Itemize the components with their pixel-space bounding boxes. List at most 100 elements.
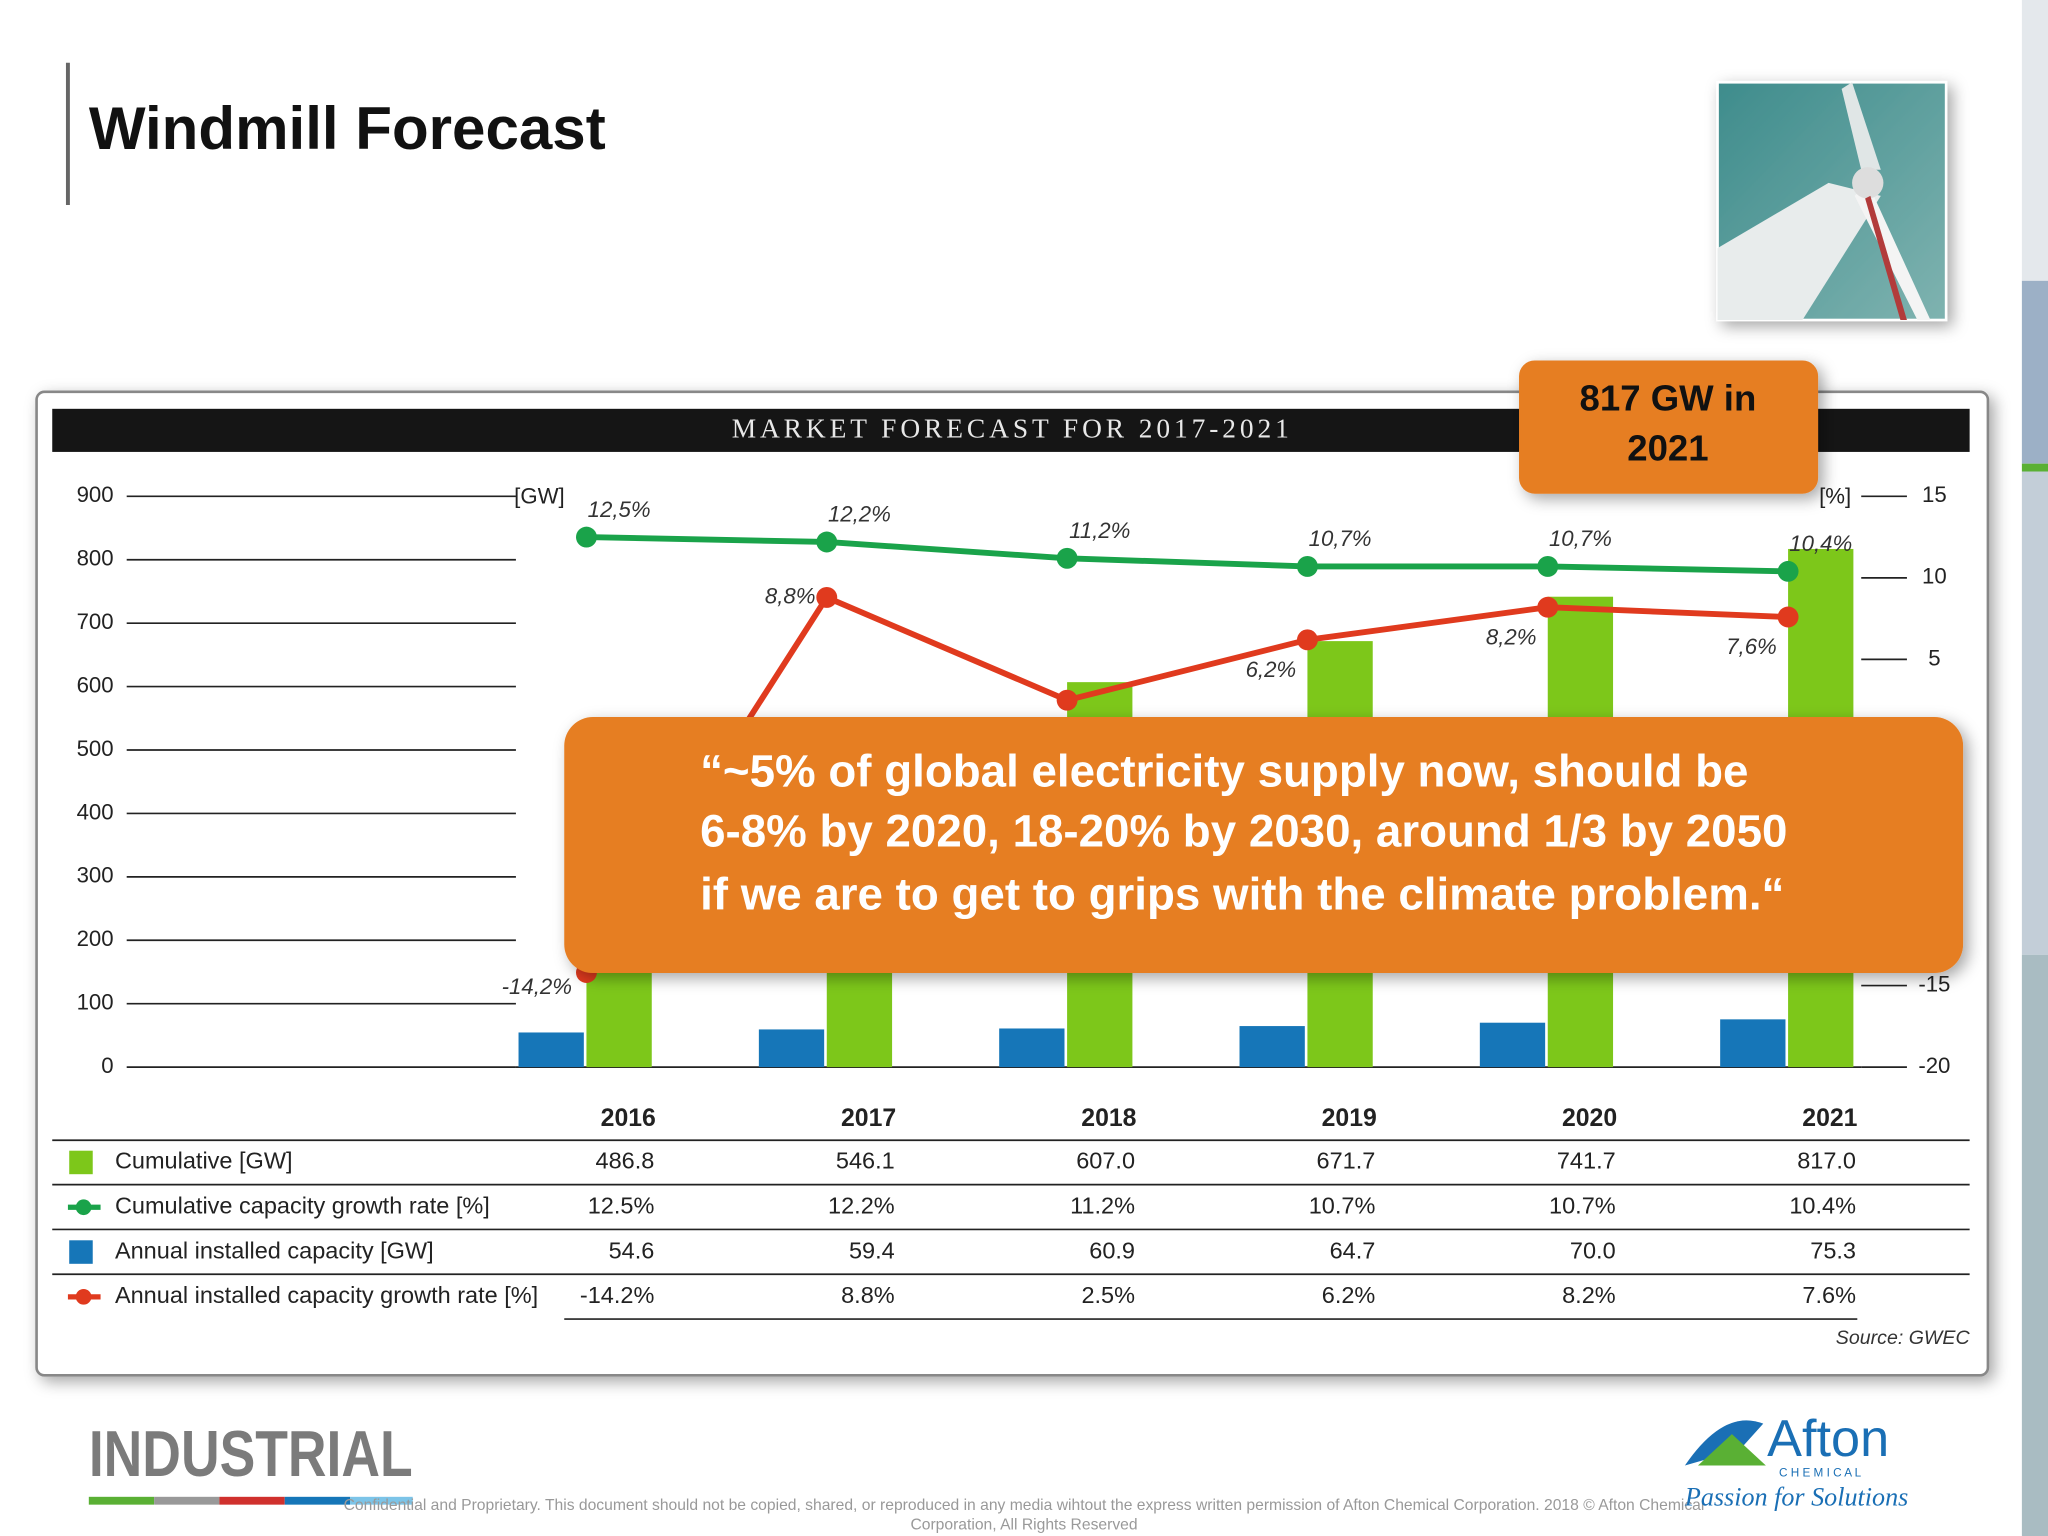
logo-name: Afton xyxy=(1767,1410,1889,1468)
data-label: 7,6% xyxy=(1726,634,1777,659)
slide-title: Windmill Forecast xyxy=(89,95,606,162)
legend-label: Cumulative capacity growth rate [%] xyxy=(115,1192,490,1218)
table-cell: 486.8 xyxy=(596,1148,655,1174)
bar xyxy=(999,1028,1065,1068)
bar xyxy=(1479,1022,1546,1068)
edge-stripe xyxy=(2021,471,2048,955)
bar xyxy=(1239,1026,1305,1068)
quote-line: if we are to get to grips with the clima… xyxy=(700,868,1784,919)
point xyxy=(1296,629,1318,651)
point xyxy=(1537,556,1559,577)
table-cell: 12.2% xyxy=(828,1192,895,1218)
data-label: 10,4% xyxy=(1789,531,1852,556)
logo: Afton C H E M I C A L Passion for Soluti… xyxy=(1684,1410,1908,1512)
table-cell: 60.9 xyxy=(1089,1237,1135,1263)
table-cell: 75.3 xyxy=(1810,1237,1856,1263)
table-cell: 11.2% xyxy=(1070,1192,1135,1218)
y-tick-label: 900 xyxy=(77,482,114,507)
point xyxy=(1537,596,1559,618)
x-tick-label: 2020 xyxy=(1562,1105,1617,1132)
data-label: 8,2% xyxy=(1486,624,1537,649)
y-tick-label: 800 xyxy=(77,546,114,571)
line xyxy=(583,593,1789,975)
photo xyxy=(1716,80,1948,322)
y-tick-label: 200 xyxy=(77,926,114,951)
y2-tick-label: 5 xyxy=(1928,645,1940,670)
y-tick-label: 300 xyxy=(77,863,114,888)
legend-label: Cumulative [GW] xyxy=(115,1148,293,1174)
point xyxy=(816,586,838,608)
table-cell: -14.2% xyxy=(580,1282,655,1308)
y-tick-label: 500 xyxy=(77,736,114,761)
x-tick-label: 2018 xyxy=(1081,1105,1136,1132)
table-cell: 546.1 xyxy=(836,1148,895,1174)
table-cell: 817.0 xyxy=(1797,1148,1856,1174)
point xyxy=(1056,547,1078,569)
x-tick-label: 2021 xyxy=(1802,1105,1857,1132)
logo-tagline: Passion for Solutions xyxy=(1684,1482,1908,1511)
table-cell: 8.2% xyxy=(1562,1282,1616,1308)
point xyxy=(576,526,597,548)
table-cell: 741.7 xyxy=(1557,1148,1616,1174)
table-cell: 607.0 xyxy=(1076,1148,1135,1174)
table-cell: 10.4% xyxy=(1789,1192,1856,1218)
data-label: -14,2% xyxy=(502,974,572,999)
line xyxy=(586,534,1789,575)
callout-text: 817 GW in xyxy=(1580,378,1757,419)
y2-tick-label: 10 xyxy=(1922,564,1947,589)
callout-box xyxy=(1519,360,1819,494)
table-cell: 64.7 xyxy=(1330,1237,1376,1263)
legend-label: Annual installed capacity [GW] xyxy=(115,1237,434,1263)
table-cell: 10.7% xyxy=(1549,1192,1616,1218)
plot: 0100200300400500600700800900-20-15-10-50… xyxy=(52,482,1970,1320)
table-cell: 10.7% xyxy=(1309,1192,1376,1218)
y-unit: [GW] xyxy=(514,483,565,508)
y2-unit: [%] xyxy=(1819,483,1851,508)
edge-stripe xyxy=(2021,954,2048,1536)
data-label: 6,2% xyxy=(1246,657,1297,682)
legend-label: Annual installed capacity growth rate [%… xyxy=(115,1282,538,1308)
y2-tick-label: -15 xyxy=(1918,971,1950,996)
table-cell: 671.7 xyxy=(1317,1148,1376,1174)
quote-box xyxy=(564,717,1964,974)
logo-sub: C H E M I C A L xyxy=(1779,1466,1862,1479)
brand-bar xyxy=(88,1496,413,1505)
chart-title: MARKET FORECAST FOR 2017-2021 xyxy=(732,413,1293,443)
overlays: 817 GW in 2021 “~5% of global electricit… xyxy=(564,360,1964,974)
legend-dot xyxy=(75,1199,92,1216)
edge-stripe xyxy=(2021,0,2048,281)
table-cell: 70.0 xyxy=(1570,1237,1616,1263)
legend-swatch xyxy=(69,1240,93,1264)
y-tick-label: 700 xyxy=(77,609,114,634)
bar xyxy=(758,1029,825,1068)
y-tick-label: 600 xyxy=(77,672,114,697)
table-cell: 7.6% xyxy=(1802,1282,1856,1308)
legend-dot xyxy=(75,1289,92,1305)
data-label: 10,7% xyxy=(1309,526,1372,551)
y-tick-label: 0 xyxy=(101,1053,113,1078)
table-cell: 8.8% xyxy=(841,1282,895,1308)
point xyxy=(816,531,838,553)
table-cell: 6.2% xyxy=(1322,1282,1376,1308)
point xyxy=(1777,606,1799,628)
x-tick-label: 2016 xyxy=(601,1105,656,1132)
data-label: 12,5% xyxy=(588,497,651,522)
quote-line: 6-8% by 2020, 18-20% by 2030, around 1/3… xyxy=(700,806,1787,857)
table-cell: 12.5% xyxy=(588,1192,655,1218)
y2-tick-label: -20 xyxy=(1918,1053,1950,1078)
data-label: 11,2% xyxy=(1069,518,1130,543)
bar xyxy=(1720,1019,1786,1068)
point xyxy=(1296,556,1318,577)
callout-text: 2021 xyxy=(1627,427,1708,468)
point xyxy=(1056,689,1078,711)
edge-stripe xyxy=(2021,280,2048,464)
point xyxy=(1777,560,1799,582)
brand: INDUSTRIAL xyxy=(89,1417,413,1490)
footer-text: Corporation, All Rights Reserved xyxy=(910,1517,1137,1534)
y-tick-label: 100 xyxy=(77,990,114,1015)
edge-stripe xyxy=(2021,463,2048,472)
y2-tick-label: 15 xyxy=(1922,482,1947,507)
x-tick-label: 2017 xyxy=(841,1105,896,1132)
bar xyxy=(518,1032,584,1068)
